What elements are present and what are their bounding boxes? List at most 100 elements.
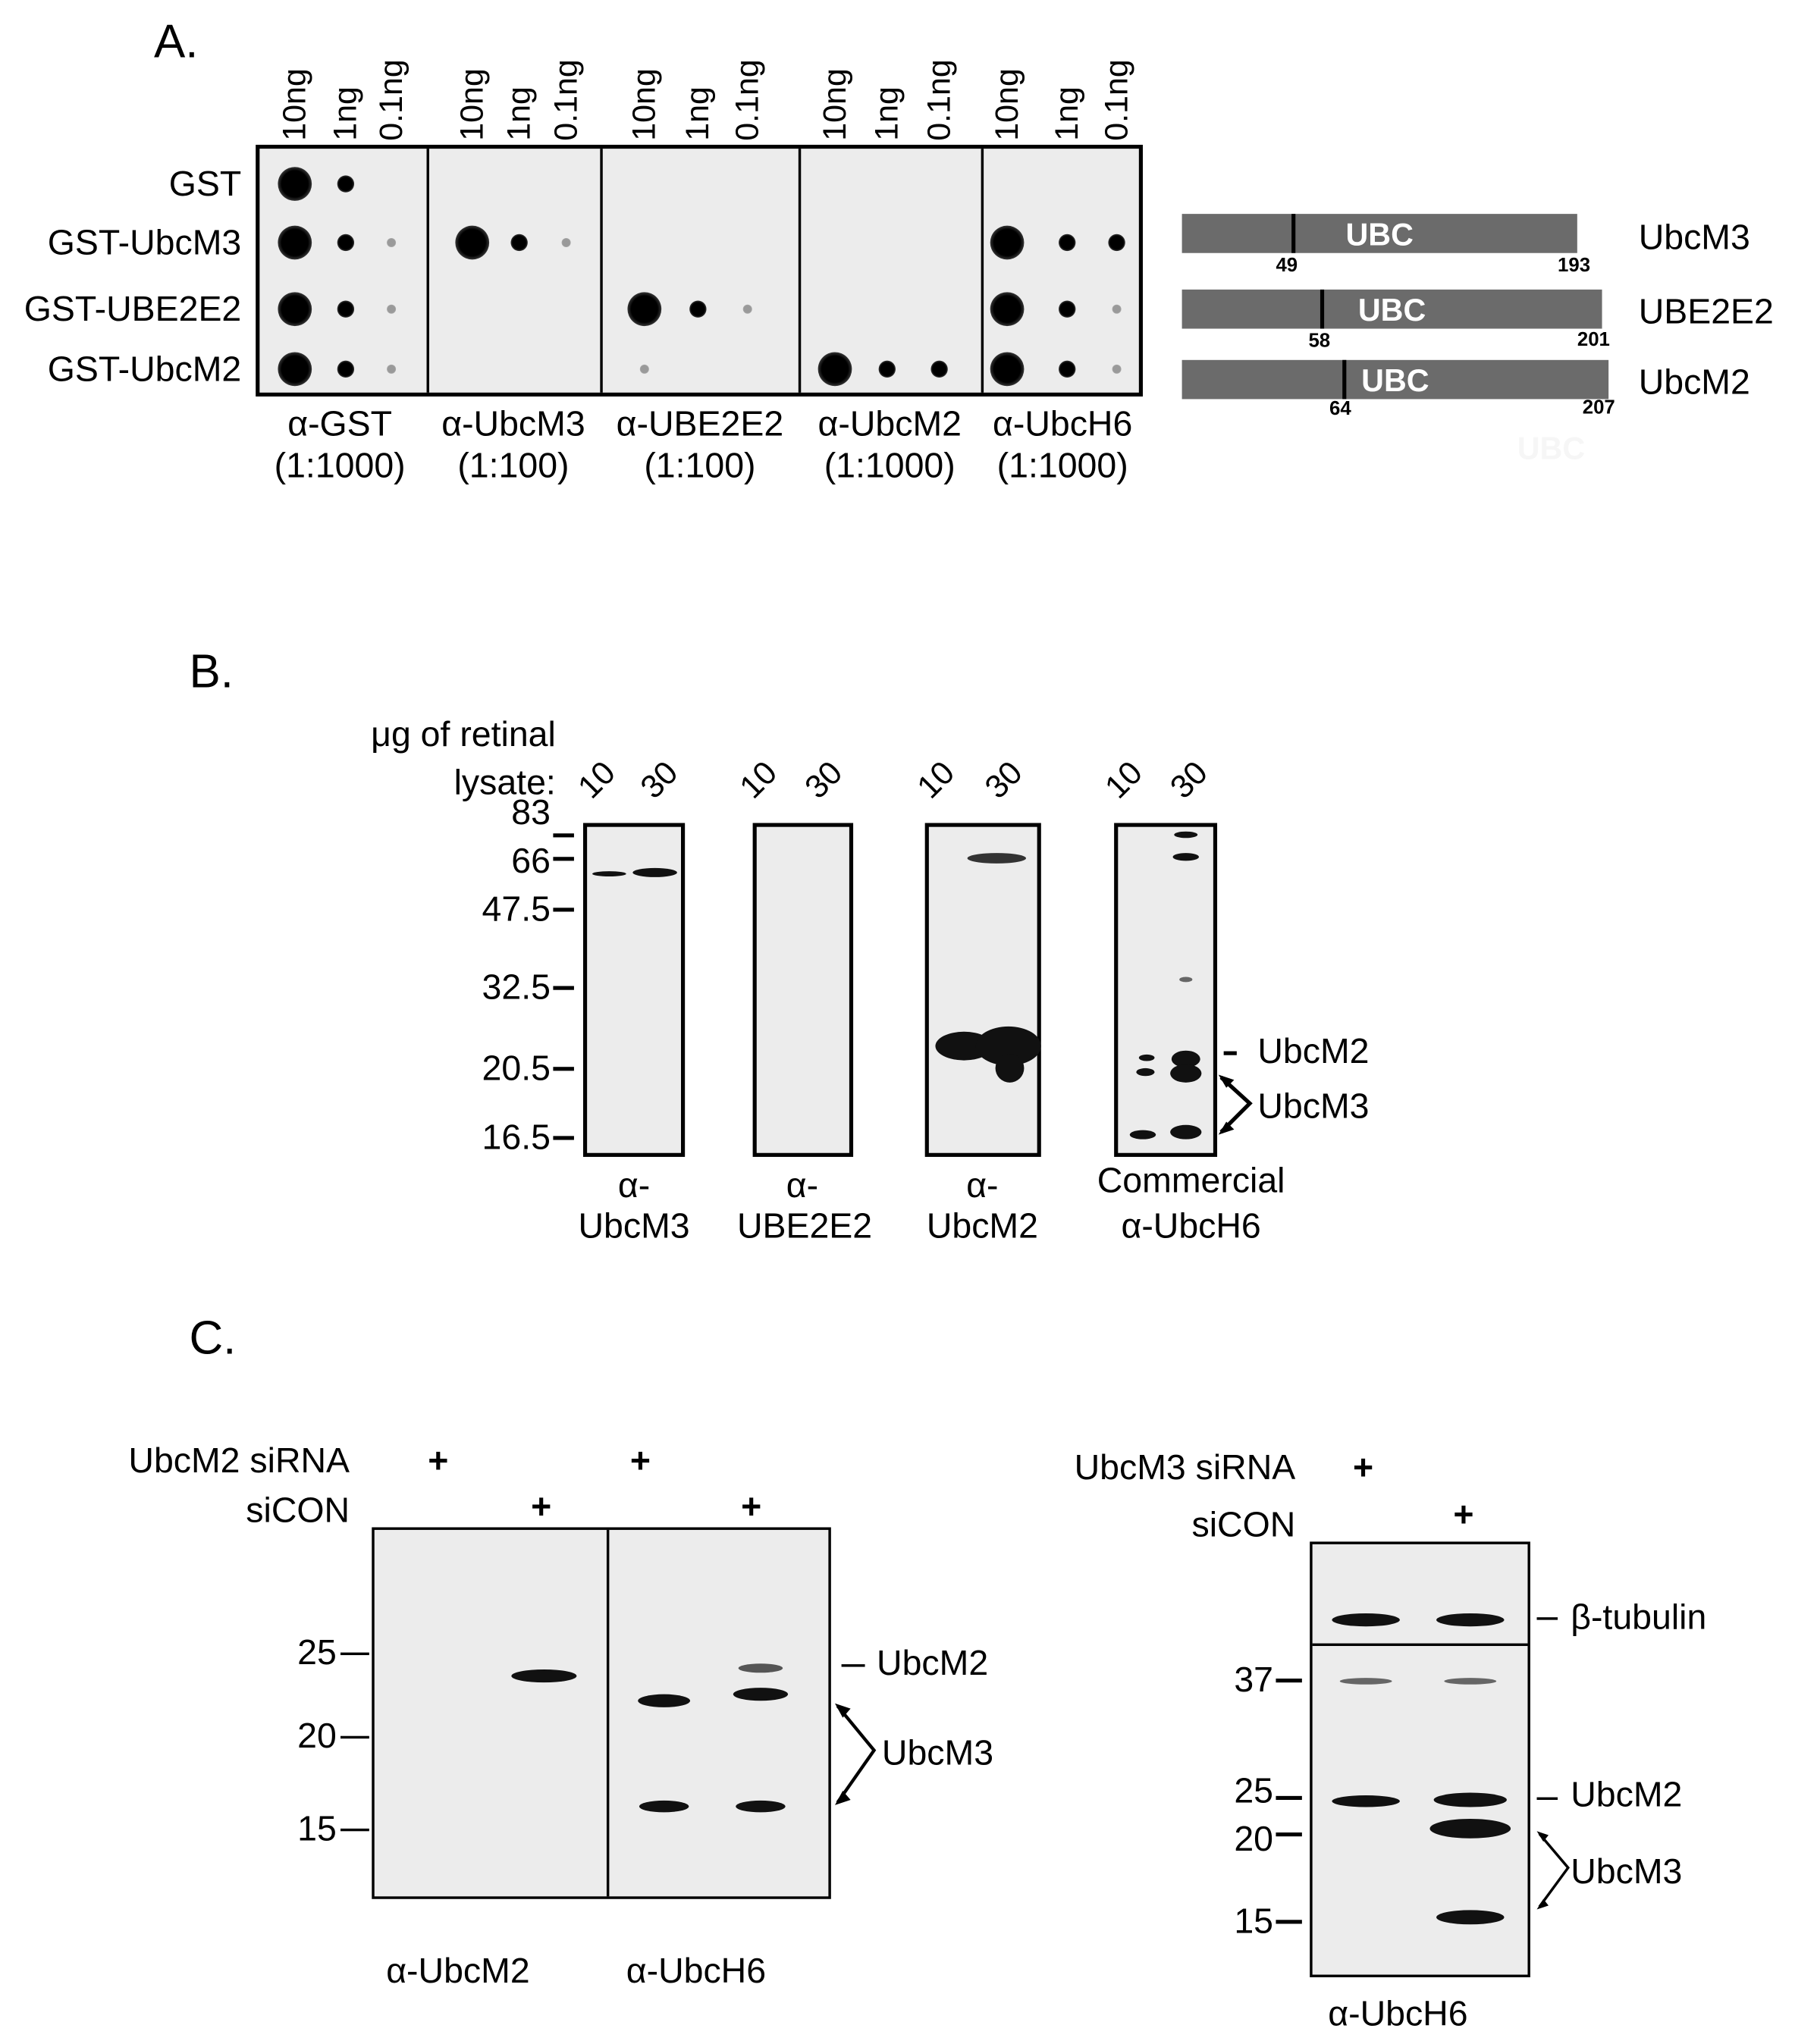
divider [1312,1643,1528,1647]
dot [278,225,312,260]
band-ubcm2 [1171,1050,1200,1068]
mw-marker-label: 83 [511,792,551,832]
lysate-amount: 10 [733,754,785,806]
lane-label: 10ng [453,68,491,141]
band-ubcm3 [638,1694,691,1707]
lysate-amount: 30 [978,754,1030,806]
band-ubcm3 [995,1054,1025,1083]
panel-a-label: A. [153,14,199,68]
band-pointer [1536,1797,1558,1801]
dilution-label: (1:1000) [996,446,1128,485]
band-label-ubcm3: UbcM3 [881,1733,994,1773]
divider [426,149,429,393]
end-residue: 207 [1582,396,1615,419]
band-ubcm3 [733,1688,789,1701]
lysate-amount: 10 [1098,754,1150,806]
lane-label: 1ng [327,86,364,141]
antibody-label: α-UbcM2 [817,404,962,444]
blot-label: UbcM2 [926,1206,1038,1246]
band-ubcm2 [511,1669,577,1683]
western-blot-ubcm3 [582,823,686,1157]
lysate-label: lysate: [453,763,556,802]
mw-marker-label: 20 [297,1716,337,1756]
band-beta-tubulin [1436,1613,1505,1627]
mw-marker-tick [553,1067,574,1071]
western-blot-ubch6 [1114,823,1218,1157]
band-ubcm3 [1136,1067,1155,1077]
blot-label: UBE2E2 [736,1206,873,1246]
blot-label: α-UbcM2 [386,1951,530,1991]
western-blot-sirna-ubcm2 [372,1527,831,1899]
band-label-ubcm3: UbcM3 [1571,1851,1683,1892]
plus-sign: + [531,1487,552,1526]
dot [1059,360,1076,378]
western-blot-ube2e2 [752,823,854,1157]
band [1179,977,1193,983]
dilution-label: (1:1000) [274,446,406,485]
lane-label: 0.1ng [548,59,585,141]
lysate-amount: 30 [798,754,850,806]
band-beta-tubulin [1332,1613,1400,1627]
blot-label: UbcM3 [578,1206,690,1246]
mw-marker-label: 16.5 [482,1118,551,1157]
plus-sign: + [1453,1494,1474,1535]
protein-name: UbcM3 [1638,218,1750,257]
dot [990,292,1025,327]
mw-marker-tick [340,1652,369,1656]
band-ubcm3 [1436,1910,1505,1925]
lysate-label: μg of retinal [371,714,556,754]
dot [1059,234,1076,252]
protein-name: UbcM2 [1638,362,1750,402]
mw-marker-label: 20.5 [482,1049,551,1088]
dot [337,175,355,193]
band-label-beta-tubulin: β-tubulin [1571,1597,1707,1637]
row-label: GST-UbcM2 [47,350,242,389]
band-ubcm3 [736,1800,786,1813]
panel-c-label: C. [189,1310,237,1365]
lane-label: 1ng [1049,86,1086,141]
band [632,867,677,877]
band-label-ubcm2: UbcM2 [1257,1031,1370,1071]
blot-label: α- [786,1165,819,1205]
dot [278,292,312,327]
band-ubcm3 [1129,1130,1156,1140]
lysate-amount: 30 [633,754,686,806]
mw-marker-label: 32.5 [482,967,551,1008]
protein-name: UBE2E2 [1638,292,1774,331]
row-label: GST-UbcM3 [47,223,242,262]
divider [600,149,603,393]
domain-bar-ube2e2: UBC [1181,289,1602,329]
lysate-amount: 10 [571,754,623,806]
lane-label: 10ng [276,68,313,141]
domain-boundary [1320,289,1325,329]
dot [990,352,1025,387]
band-label-ubcm2: UbcM2 [1571,1775,1683,1814]
mw-marker-tick [553,986,574,990]
band-ubcm2 [1433,1792,1507,1807]
band [967,853,1027,864]
condition-label: UbcM2 siRNA [128,1441,350,1481]
dot [337,300,355,318]
lysate-amount: 10 [910,754,962,806]
mw-marker-label: 15 [297,1809,337,1848]
band-label-ubcm2: UbcM2 [877,1643,989,1683]
blot-label: α-UbcH6 [1328,1994,1468,2033]
mw-marker-tick [553,857,574,861]
band-label-ubcm3: UbcM3 [1257,1086,1370,1126]
dot [627,292,662,327]
dot [387,237,397,247]
dilution-label: (1:100) [457,446,570,485]
dot [742,304,752,314]
blot-label: α- [617,1165,651,1205]
bracket-arrow-icon [834,1703,877,1805]
domain-boundary [1291,214,1296,253]
condition-label: UbcM3 siRNA [1074,1447,1296,1488]
band-ubcm2 [738,1663,783,1673]
plus-sign: + [629,1441,651,1481]
start-residue: 64 [1329,397,1351,420]
start-residue: 58 [1308,330,1331,353]
band-ubcm3 [639,1800,689,1813]
antibody-label: α-UbcM3 [441,404,585,444]
band-pointer [841,1664,865,1667]
band [1172,853,1199,861]
